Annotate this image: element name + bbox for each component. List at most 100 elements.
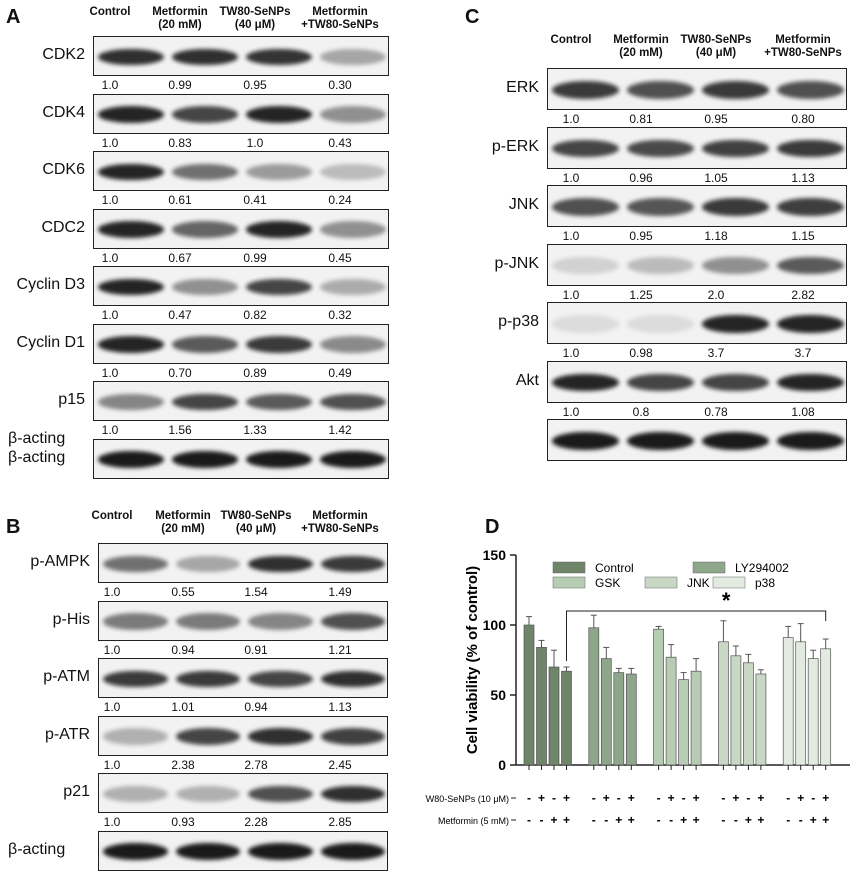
blot-label: p21 [63, 783, 90, 800]
protein-band [172, 336, 238, 353]
protein-band [248, 785, 313, 803]
column-header: Metformin (20 mM) [613, 34, 669, 59]
protein-band [552, 139, 619, 158]
protein-band [103, 843, 168, 860]
quantification-value: 0.94 [171, 642, 195, 657]
treatment-sign: + [603, 791, 610, 805]
quantification-value: 3.7 [794, 346, 812, 360]
blot-strip [547, 185, 847, 227]
quantification-value: 0.95 [629, 229, 653, 243]
quantification-value: 1.42 [328, 423, 352, 437]
protein-band [246, 163, 312, 181]
quantification-value: 1.56 [168, 423, 192, 437]
treatment-sign: + [550, 813, 557, 827]
blot-strip [98, 715, 388, 756]
treatment-sign: + [797, 791, 804, 805]
quantification-value: 1.0 [562, 346, 580, 360]
quantification-value: 0.83 [168, 135, 192, 150]
legend-swatch [552, 561, 586, 574]
blot-label: Cyclin D3 [16, 276, 85, 293]
protein-band [627, 315, 694, 333]
quantification-value: 2.78 [244, 757, 268, 772]
bar [561, 670, 572, 766]
protein-band [175, 555, 240, 573]
treatment-row-label: TW80-SeNPs (10 μM) [425, 794, 509, 804]
quantification-value: 1.0 [562, 229, 580, 243]
treatment-sign: + [563, 813, 570, 827]
quantification-value: 0.95 [704, 112, 728, 126]
treatment-sign: - [682, 791, 686, 805]
quantification-value: 1.0 [101, 193, 119, 207]
protein-band [172, 221, 238, 238]
bar [665, 656, 677, 766]
quantification-value: 3.7 [707, 346, 725, 360]
protein-band [320, 785, 385, 803]
quantification-value: 2.28 [244, 815, 268, 829]
blot-label: p-His [52, 610, 90, 628]
treatment-sign: - [604, 813, 608, 827]
blot-strip [547, 126, 847, 169]
protein-band [320, 843, 385, 860]
quantification-value: 0.78 [704, 404, 728, 419]
blot-label: p-ATM [43, 668, 90, 685]
blot-label: JNK [508, 196, 539, 213]
protein-band [702, 373, 769, 392]
y-axis-label: Cell viability (% of control) [464, 566, 481, 754]
protein-band [246, 336, 312, 353]
protein-band [627, 256, 694, 275]
protein-band [320, 613, 385, 630]
protein-band [248, 843, 313, 860]
treatment-sign: + [732, 791, 739, 805]
protein-band [320, 221, 386, 238]
quantification-value: 0.70 [168, 365, 192, 380]
bar [782, 637, 794, 766]
treatment-sign: - [592, 813, 596, 827]
bar [820, 648, 832, 766]
protein-band [175, 728, 240, 745]
protein-band [777, 198, 844, 216]
blot-label: p-ERK [491, 137, 539, 155]
quantification-value: 0.45 [328, 250, 352, 265]
protein-band [172, 106, 238, 123]
blot-strip [98, 600, 388, 641]
quantification-value: 1.0 [101, 308, 119, 322]
protein-band [172, 278, 238, 296]
protein-band [98, 393, 164, 411]
protein-band [172, 48, 238, 66]
quantification-value: 0.30 [328, 78, 352, 92]
quantification-value: 0.99 [168, 78, 192, 92]
protein-band [172, 393, 238, 411]
panel-d-letter: D [485, 516, 500, 538]
quantification-value: 0.94 [244, 700, 268, 714]
protein-band [246, 393, 312, 411]
treatment-sign: - [721, 813, 725, 827]
quantification-value: 0.24 [328, 193, 352, 207]
quantification-value: 1.18 [704, 229, 728, 243]
blot-strip [93, 208, 389, 249]
protein-band [627, 373, 694, 392]
legend-swatch [644, 576, 678, 589]
protein-band [103, 555, 168, 573]
blot-label: p-JNK [494, 254, 539, 272]
legend-label: Control [595, 561, 634, 575]
treatment-sign: - [527, 791, 531, 805]
protein-band [777, 373, 844, 392]
protein-band [98, 106, 164, 123]
legend-swatch [712, 576, 746, 589]
protein-band [103, 670, 168, 688]
treatment-sign: + [615, 813, 622, 827]
column-header: Control [89, 6, 131, 18]
treatment-sign: - [786, 813, 790, 827]
blot-label: β-acting [8, 448, 66, 466]
blot-label: p-AMPK [30, 553, 90, 570]
treatment-sign: + [628, 791, 635, 805]
protein-band [320, 393, 386, 411]
protein-band [248, 728, 313, 745]
protein-band [103, 613, 168, 630]
treatment-row-label: Metformin (5 mM) [438, 816, 509, 826]
quantification-value: 0.81 [629, 112, 653, 126]
protein-band [103, 785, 168, 803]
column-header: Metformin (20 mM) [152, 6, 208, 31]
panel-c-letter: C [465, 6, 480, 28]
bar [625, 673, 637, 766]
